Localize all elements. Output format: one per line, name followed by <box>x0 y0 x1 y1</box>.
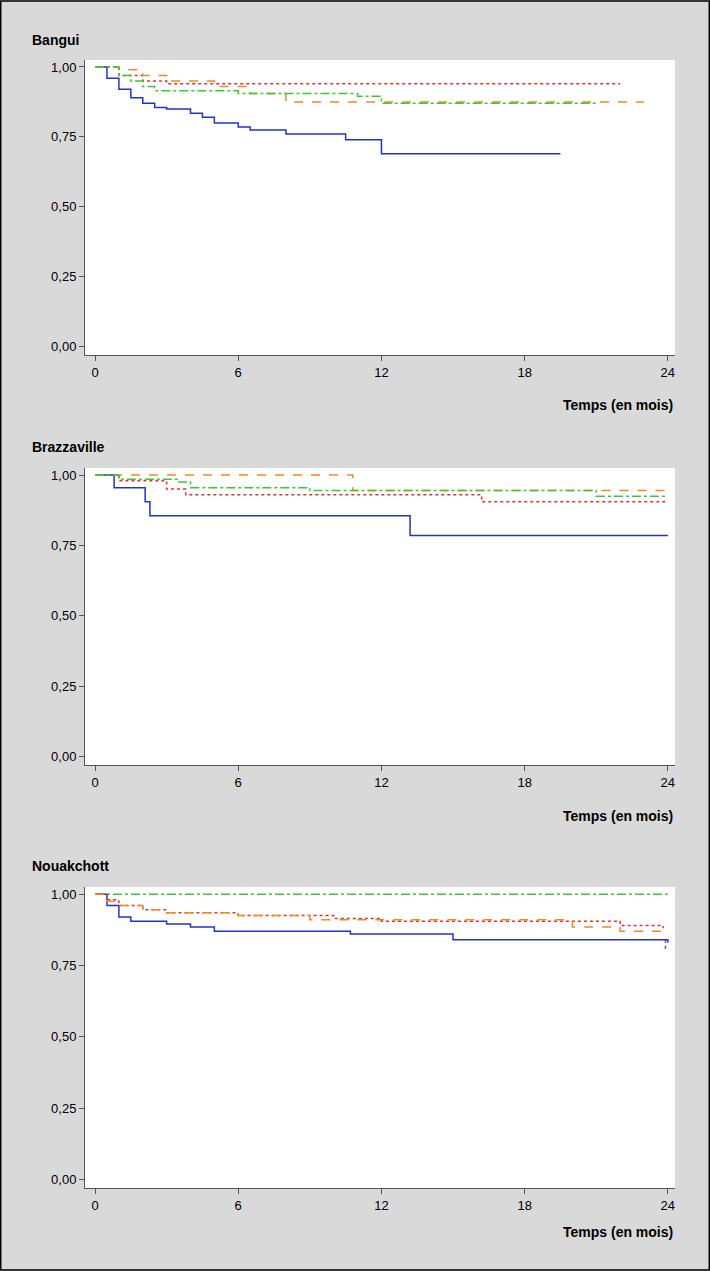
svg-text:0,00: 0,00 <box>51 339 76 354</box>
svg-text:6: 6 <box>235 365 242 380</box>
svg-text:0,50: 0,50 <box>51 199 76 214</box>
svg-text:Nouakchott: Nouakchott <box>32 858 109 874</box>
svg-text:0,75: 0,75 <box>51 538 76 553</box>
svg-text:Brazzaville: Brazzaville <box>32 439 105 455</box>
svg-text:24: 24 <box>661 1198 675 1213</box>
svg-text:0,50: 0,50 <box>51 608 76 623</box>
svg-text:0,25: 0,25 <box>51 269 76 284</box>
svg-text:24: 24 <box>661 775 675 790</box>
svg-text:0,50: 0,50 <box>51 1029 76 1044</box>
svg-text:0,00: 0,00 <box>51 749 76 764</box>
svg-text:12: 12 <box>374 365 388 380</box>
svg-text:Bangui: Bangui <box>32 32 79 48</box>
svg-text:12: 12 <box>374 775 388 790</box>
svg-text:1,00: 1,00 <box>51 468 76 483</box>
svg-text:0,25: 0,25 <box>51 1101 76 1116</box>
svg-text:0,00: 0,00 <box>51 1172 76 1187</box>
svg-text:0: 0 <box>91 365 98 380</box>
svg-text:1,00: 1,00 <box>51 887 76 902</box>
svg-text:18: 18 <box>517 365 531 380</box>
svg-text:18: 18 <box>517 775 531 790</box>
svg-text:12: 12 <box>374 1198 388 1213</box>
svg-text:6: 6 <box>235 1198 242 1213</box>
svg-text:Temps (en mois): Temps (en mois) <box>563 808 673 824</box>
svg-text:Temps (en mois): Temps (en mois) <box>563 1224 673 1240</box>
svg-text:6: 6 <box>235 775 242 790</box>
svg-text:Temps (en mois): Temps (en mois) <box>563 397 673 413</box>
svg-text:0: 0 <box>91 1198 98 1213</box>
svg-text:1,00: 1,00 <box>51 60 76 75</box>
svg-text:24: 24 <box>661 365 675 380</box>
svg-text:0,75: 0,75 <box>51 129 76 144</box>
svg-text:0,25: 0,25 <box>51 679 76 694</box>
svg-text:18: 18 <box>517 1198 531 1213</box>
svg-text:0: 0 <box>91 775 98 790</box>
svg-text:0,75: 0,75 <box>51 958 76 973</box>
